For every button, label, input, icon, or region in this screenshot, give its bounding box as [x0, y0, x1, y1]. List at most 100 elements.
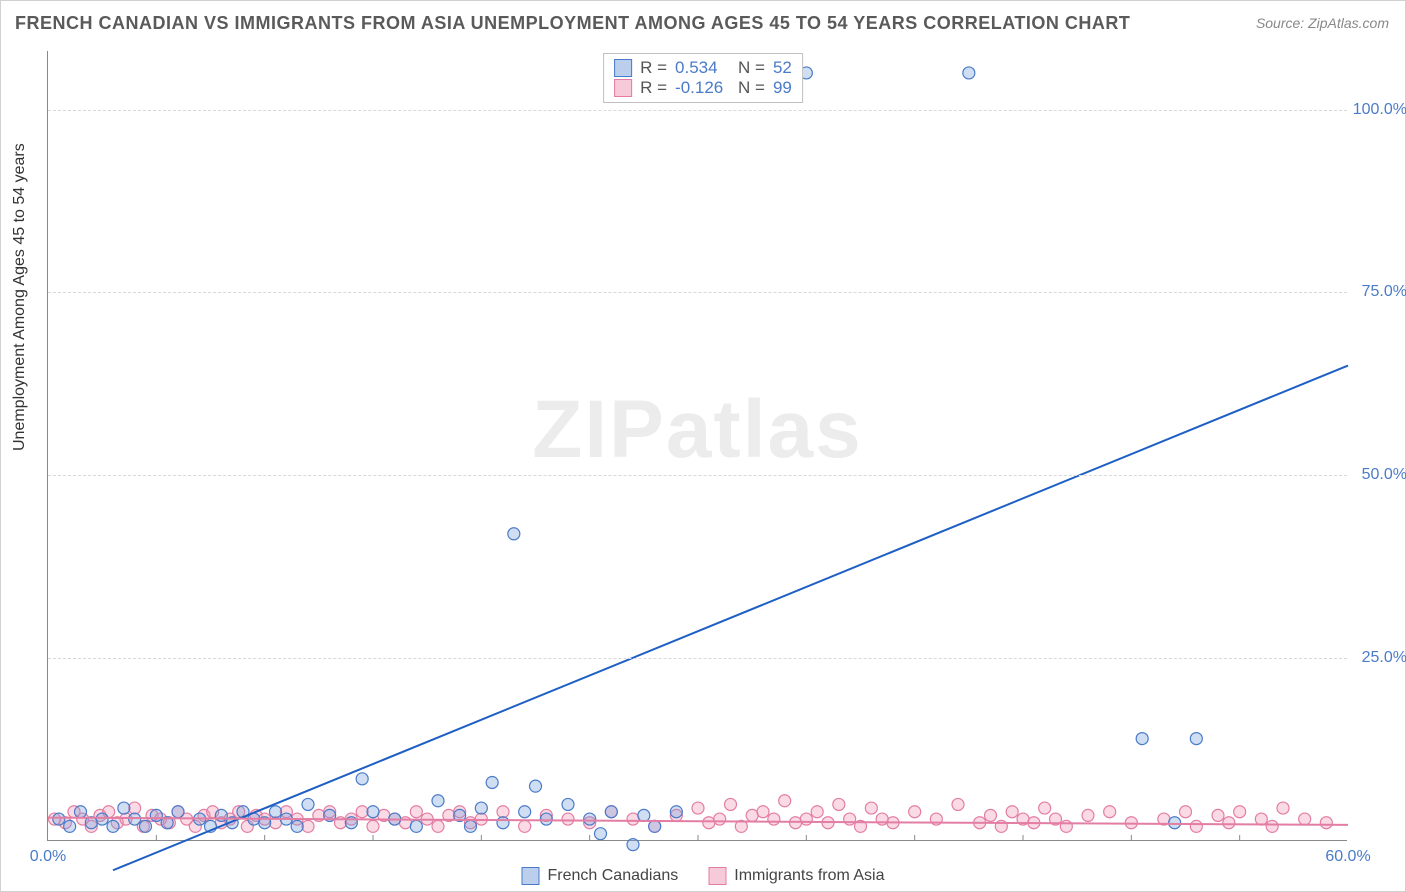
- data-point: [1136, 733, 1148, 745]
- data-point: [1277, 802, 1289, 814]
- data-point: [865, 802, 877, 814]
- data-point: [107, 820, 119, 832]
- gridline: [48, 110, 1347, 111]
- data-point: [746, 809, 758, 821]
- chart-container: FRENCH CANADIAN VS IMMIGRANTS FROM ASIA …: [0, 0, 1406, 892]
- data-point: [649, 820, 661, 832]
- data-point: [714, 813, 726, 825]
- data-point: [172, 806, 184, 818]
- data-point: [367, 820, 379, 832]
- y-tick-label: 75.0%: [1362, 283, 1406, 301]
- legend-item: Immigrants from Asia: [708, 867, 884, 885]
- data-point: [497, 806, 509, 818]
- data-point: [540, 813, 552, 825]
- data-point: [605, 806, 617, 818]
- data-point: [215, 809, 227, 821]
- data-point: [638, 809, 650, 821]
- data-point: [703, 817, 715, 829]
- legend-label: Immigrants from Asia: [734, 867, 884, 885]
- data-point: [1082, 809, 1094, 821]
- data-point: [1255, 813, 1267, 825]
- data-point: [96, 813, 108, 825]
- gridline: [48, 475, 1347, 476]
- data-point: [963, 67, 975, 79]
- data-point: [432, 795, 444, 807]
- data-point: [670, 806, 682, 818]
- data-point: [486, 776, 498, 788]
- data-point: [1169, 817, 1181, 829]
- data-point: [410, 806, 422, 818]
- data-point: [53, 813, 65, 825]
- data-point: [410, 820, 422, 832]
- data-point: [1190, 733, 1202, 745]
- data-point: [530, 780, 542, 792]
- trend-line: [113, 366, 1348, 871]
- data-point: [1234, 806, 1246, 818]
- data-point: [150, 809, 162, 821]
- data-point: [64, 820, 76, 832]
- data-point: [1180, 806, 1192, 818]
- y-tick-label: 25.0%: [1362, 649, 1406, 667]
- data-point: [1039, 802, 1051, 814]
- data-point: [1190, 820, 1202, 832]
- y-tick-label: 50.0%: [1362, 466, 1406, 484]
- data-point: [844, 813, 856, 825]
- data-point: [584, 813, 596, 825]
- data-point: [508, 528, 520, 540]
- data-point: [75, 806, 87, 818]
- y-tick-label: 100.0%: [1353, 101, 1406, 119]
- n-label: N =: [738, 78, 765, 98]
- gridline: [48, 658, 1347, 659]
- data-point: [129, 802, 141, 814]
- data-point: [270, 806, 282, 818]
- data-point: [1060, 820, 1072, 832]
- data-point: [302, 798, 314, 810]
- r-label: R =: [640, 58, 667, 78]
- data-point: [400, 817, 412, 829]
- stats-row: R =0.534N =52: [614, 58, 792, 78]
- data-point: [985, 809, 997, 821]
- data-point: [432, 820, 444, 832]
- data-point: [465, 820, 477, 832]
- data-point: [356, 806, 368, 818]
- data-point: [627, 813, 639, 825]
- data-point: [1223, 817, 1235, 829]
- data-point: [302, 820, 314, 832]
- legend: French Canadians Immigrants from Asia: [521, 867, 884, 885]
- data-point: [140, 820, 152, 832]
- r-label: R =: [640, 78, 667, 98]
- y-axis-label: Unemployment Among Ages 45 to 54 years: [11, 143, 29, 451]
- stats-box: R =0.534N =52R =-0.126N =99: [603, 53, 803, 103]
- data-point: [725, 798, 737, 810]
- data-point: [833, 798, 845, 810]
- legend-label: French Canadians: [547, 867, 678, 885]
- scatter-plot: [48, 51, 1347, 840]
- swatch-icon: [614, 79, 632, 97]
- data-point: [519, 806, 531, 818]
- data-point: [562, 798, 574, 810]
- source-label: Source: ZipAtlas.com: [1256, 15, 1389, 31]
- plot-area: ZIPatlas 25.0%50.0%75.0%100.0%0.0%60.0%: [47, 51, 1347, 841]
- swatch-icon: [708, 867, 726, 885]
- data-point: [768, 813, 780, 825]
- data-point: [757, 806, 769, 818]
- data-point: [1212, 809, 1224, 821]
- n-label: N =: [738, 58, 765, 78]
- gridline: [48, 292, 1347, 293]
- data-point: [356, 773, 368, 785]
- data-point: [367, 806, 379, 818]
- data-point: [811, 806, 823, 818]
- n-value: 99: [773, 78, 792, 98]
- r-value: -0.126: [675, 78, 730, 98]
- data-point: [1006, 806, 1018, 818]
- data-point: [800, 813, 812, 825]
- x-tick-label: 0.0%: [30, 848, 66, 866]
- r-value: 0.534: [675, 58, 730, 78]
- data-point: [562, 813, 574, 825]
- chart-title: FRENCH CANADIAN VS IMMIGRANTS FROM ASIA …: [15, 13, 1130, 34]
- data-point: [595, 828, 607, 840]
- swatch-icon: [614, 59, 632, 77]
- data-point: [779, 795, 791, 807]
- x-tick-label: 60.0%: [1325, 848, 1370, 866]
- data-point: [627, 839, 639, 851]
